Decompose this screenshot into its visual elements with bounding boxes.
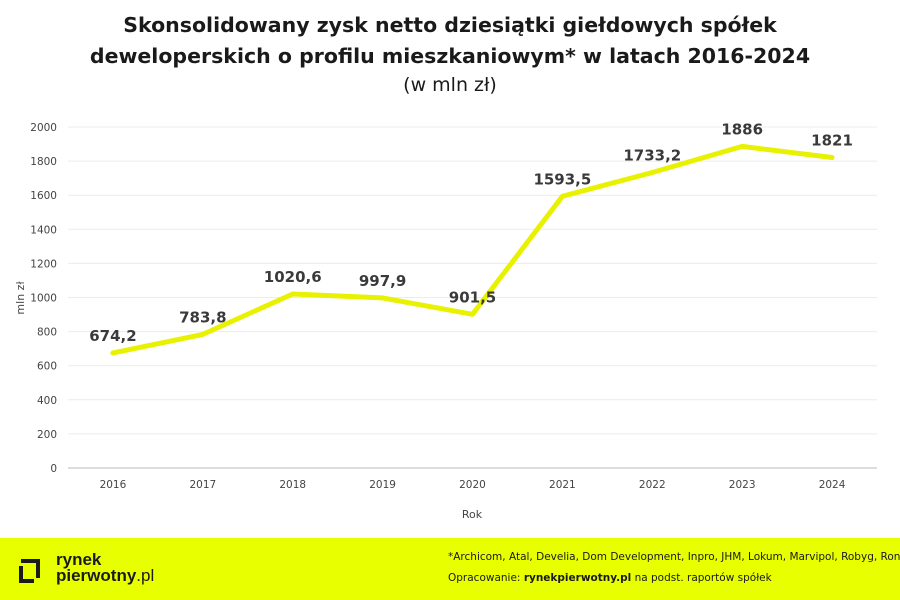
y-tick-label: 1800 (30, 156, 57, 168)
credit-prefix: Opracowanie: (448, 572, 524, 584)
y-tick-label: 800 (37, 327, 57, 339)
chart-subtitle: (w mln zł) (403, 74, 497, 96)
chart-title: Skonsolidowany zysk netto dziesiątki gie… (0, 10, 900, 72)
credit-source: rynekpierwotny.pl (523, 572, 632, 584)
y-tick-label: 1200 (30, 258, 57, 270)
data-label: 997,9 (359, 272, 406, 290)
x-axis-label: Rok (462, 508, 483, 521)
data-label: 1733,2 (623, 146, 681, 164)
logo-line2-rest: .pl (136, 566, 155, 585)
series-line (110, 143, 835, 356)
y-tick-label: 400 (37, 395, 57, 407)
data-label: 1020,6 (264, 268, 322, 286)
y-tick-label: 2000 (30, 122, 57, 134)
y-tick-label: 1000 (30, 293, 57, 305)
y-tick-label: 600 (37, 361, 57, 373)
y-tick-label: 1600 (30, 190, 57, 202)
data-label: 1886 (721, 120, 763, 138)
logo-line2-bold: pierwotny (56, 566, 137, 585)
x-tick-label: 2023 (729, 479, 756, 491)
x-tick-label: 2018 (279, 479, 306, 491)
data-label: 901,5 (449, 288, 496, 306)
data-labels: 674,2 783,8 1020,6 997,9 901,5 1593,5 1733,2 18… (89, 120, 853, 345)
x-tick-label: 2024 (819, 479, 846, 491)
x-tick-label: 2021 (549, 479, 576, 491)
data-label: 1593,5 (533, 170, 591, 188)
data-label: 674,2 (89, 327, 136, 345)
x-tick-label: 2017 (189, 479, 216, 491)
y-axis-ticks: 0 200 400 600 800 1000 1200 1400 1600 1800 2000 (30, 122, 57, 475)
x-tick-label: 2019 (369, 479, 396, 491)
x-tick-label: 2016 (100, 479, 127, 491)
y-tick-label: 1400 (30, 224, 57, 236)
x-axis-ticks: 2016 2017 2018 2019 2020 2021 2022 2023 2024 (100, 479, 846, 491)
source-credit: Opracowanie: rynekpierwotny.pl na podst.… (448, 572, 772, 584)
logo-text: rynek pierwotny.pl (56, 550, 155, 585)
x-tick-label: 2020 (459, 479, 486, 491)
logo-icon (19, 559, 40, 583)
chart-title-line1: Skonsolidowany zysk netto dziesiątki gie… (123, 13, 777, 37)
footer-bar: rynek pierwotny.pl *Archicom, Atal, Deve… (0, 538, 900, 600)
logo-line1: rynek (56, 550, 102, 569)
x-tick-label: 2022 (639, 479, 666, 491)
grid-lines (68, 126, 877, 469)
companies-footnote: *Archicom, Atal, Develia, Dom Developmen… (448, 551, 900, 563)
credit-suffix: na podst. raportów spółek (631, 572, 772, 584)
y-tick-label: 200 (37, 429, 57, 441)
line-chart: 0 200 400 600 800 1000 1200 1400 1600 1800 2000 20… (14, 120, 877, 521)
logo-line2: pierwotny.pl (56, 566, 155, 585)
y-tick-label: 0 (50, 463, 57, 475)
data-label: 783,8 (179, 308, 226, 326)
chart-title-line2: deweloperskich o profilu mieszkaniowym* … (89, 44, 811, 68)
data-label: 1821 (811, 132, 853, 150)
y-axis-label: mln zł (14, 281, 27, 315)
